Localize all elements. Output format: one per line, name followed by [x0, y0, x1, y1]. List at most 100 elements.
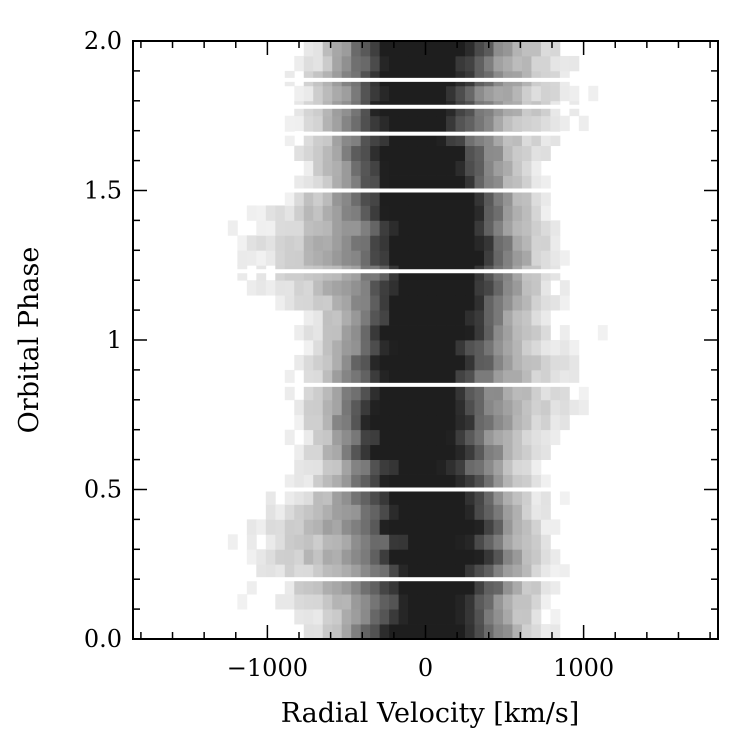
intensity-cell: [550, 235, 561, 251]
intensity-cell: [313, 444, 324, 460]
intensity-cell: [332, 145, 343, 161]
intensity-cell: [512, 519, 523, 535]
intensity-cell: [417, 414, 428, 431]
intensity-cell: [370, 115, 381, 132]
intensity-cell: [398, 130, 409, 147]
intensity-cell: [284, 534, 295, 550]
intensity-cell: [512, 235, 523, 251]
intensity-cell: [493, 399, 504, 416]
intensity-cell: [446, 429, 456, 446]
intensity-cell: [284, 474, 295, 490]
intensity-cell: [360, 444, 371, 460]
intensity-cell: [351, 489, 362, 505]
intensity-cell: [540, 205, 551, 221]
intensity-cell: [408, 474, 418, 490]
intensity-cell: [351, 519, 362, 535]
intensity-cell: [427, 85, 437, 102]
intensity-cell: [398, 444, 409, 460]
intensity-cell: [265, 205, 276, 221]
intensity-cell: [540, 594, 551, 610]
intensity-cell: [370, 280, 381, 296]
intensity-cell: [559, 325, 570, 341]
intensity-cell: [484, 579, 494, 595]
intensity-cell: [303, 190, 314, 206]
intensity-cell: [341, 474, 352, 490]
intensity-cell: [512, 205, 523, 221]
intensity-cell: [521, 399, 532, 416]
intensity-cell: [465, 115, 475, 132]
intensity-cell: [446, 459, 456, 475]
intensity-cell: [313, 115, 324, 132]
intensity-cell: [531, 250, 542, 266]
intensity-cell: [341, 130, 352, 147]
intensity-cell: [322, 519, 333, 535]
intensity-cell: [474, 190, 485, 206]
intensity-cell: [521, 624, 532, 640]
intensity-cell: [332, 444, 343, 460]
intensity-cell: [303, 549, 314, 565]
y-tick-label: 1: [107, 326, 122, 354]
intensity-cell: [389, 130, 400, 147]
intensity-cell: [540, 115, 551, 132]
intensity-cell: [389, 624, 400, 640]
intensity-cell: [303, 235, 314, 251]
intensity-cell: [550, 609, 561, 625]
intensity-cell: [417, 310, 428, 326]
intensity-cell: [351, 609, 362, 625]
intensity-cell: [559, 384, 570, 401]
intensity-cell: [446, 504, 456, 520]
intensity-cell: [322, 115, 333, 132]
intensity-cell: [436, 354, 447, 371]
intensity-cell: [398, 55, 409, 72]
intensity-cell: [389, 369, 400, 386]
intensity-cell: [502, 594, 513, 610]
intensity-cell: [436, 579, 447, 595]
intensity-cell: [436, 280, 447, 296]
intensity-cell: [360, 310, 371, 326]
intensity-cell: [389, 55, 400, 72]
intensity-cell: [502, 41, 513, 57]
intensity-cell: [455, 594, 466, 610]
intensity-cell: [436, 474, 447, 490]
intensity-cell: [389, 444, 400, 460]
intensity-cell: [427, 295, 437, 311]
intensity-cell: [284, 220, 295, 236]
intensity-cell: [446, 564, 456, 580]
intensity-cell: [370, 369, 381, 386]
intensity-cell: [493, 609, 504, 625]
intensity-cell: [493, 564, 504, 580]
intensity-cell: [531, 399, 542, 416]
intensity-cell: [360, 220, 371, 236]
intensity-cell: [512, 474, 523, 490]
intensity-cell: [502, 564, 513, 580]
intensity-cell: [398, 310, 409, 326]
intensity-cell: [427, 354, 437, 371]
intensity-cell: [455, 459, 466, 475]
phase-gap: [134, 577, 717, 582]
intensity-cell: [531, 280, 542, 296]
intensity-cell: [417, 429, 428, 446]
intensity-cell: [569, 340, 580, 356]
intensity-cell: [360, 250, 371, 266]
intensity-cell: [465, 160, 475, 176]
phase-gap: [134, 188, 717, 193]
intensity-cell: [502, 130, 513, 147]
intensity-cell: [465, 444, 475, 460]
intensity-cell: [512, 175, 523, 191]
intensity-cell: [540, 519, 551, 535]
intensity-cell: [550, 85, 561, 102]
intensity-cell: [389, 564, 400, 580]
intensity-cell: [465, 175, 475, 191]
intensity-cell: [379, 549, 390, 565]
intensity-cell: [521, 41, 532, 57]
intensity-cell: [559, 85, 570, 102]
intensity-cell: [436, 594, 447, 610]
intensity-cell: [370, 489, 381, 505]
intensity-cell: [303, 310, 314, 326]
intensity-cell: [398, 429, 409, 446]
intensity-cell: [531, 160, 542, 176]
intensity-cell: [540, 354, 551, 371]
intensity-cell: [322, 55, 333, 72]
intensity-cell: [493, 579, 504, 595]
intensity-cell: [332, 340, 343, 356]
